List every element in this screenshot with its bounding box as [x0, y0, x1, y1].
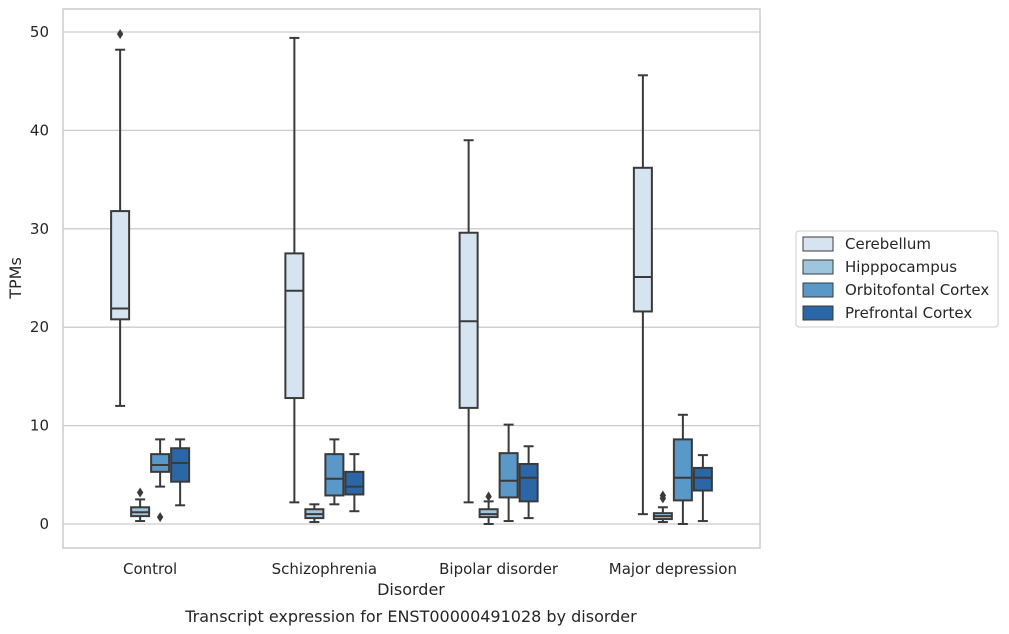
- box-iqr: [632, 166, 653, 313]
- box-orbitofontal-cortex: [150, 438, 171, 523]
- legend-entry-label: Cerebellum: [845, 235, 931, 253]
- box-cerebellum: [110, 28, 131, 407]
- y-tick-label: 30: [30, 220, 49, 238]
- outlier-point: [136, 487, 144, 498]
- box-orbitofontal-cortex: [324, 438, 345, 506]
- box-cerebellum: [458, 139, 479, 504]
- chart-title: Transcript expression for ENST0000049102…: [184, 607, 637, 626]
- gridlines: [63, 31, 760, 525]
- x-tick-label: Control: [123, 560, 177, 578]
- box-cerebellum: [284, 36, 305, 504]
- box-iqr: [344, 470, 365, 496]
- outlier-point: [485, 491, 492, 502]
- x-tick-label: Bipolar disorder: [439, 560, 559, 578]
- box-iqr: [672, 438, 693, 502]
- box-hipppocampus: [130, 487, 151, 523]
- x-tick-label: Major depression: [609, 560, 737, 578]
- box-hipppocampus: [478, 491, 499, 525]
- box-orbitofontal-cortex: [672, 413, 693, 525]
- y-axis-label: TPMs: [6, 257, 25, 300]
- box-cerebellum: [632, 74, 653, 516]
- legend-entry-label: Hipppocampus: [845, 258, 957, 276]
- y-tick-label: 50: [30, 23, 49, 41]
- legend-entry-label: Orbitofontal Cortex: [845, 281, 989, 299]
- legend-entry-label: Prefrontal Cortex: [845, 304, 972, 322]
- y-axis-ticks: 0 10 20 30 40 50: [30, 23, 49, 533]
- box-iqr: [518, 462, 539, 503]
- x-axis-ticks: Control Schizophrenia Bipolar disorder Majo…: [123, 560, 737, 578]
- x-tick-label: Schizophrenia: [272, 560, 377, 578]
- box-prefrontal-cortex: [170, 438, 191, 507]
- y-tick-label: 20: [30, 318, 49, 336]
- box-series: [110, 28, 713, 525]
- box-iqr: [150, 453, 171, 473]
- box-iqr: [110, 210, 131, 321]
- legend-swatch: [802, 236, 834, 252]
- y-tick-label: 0: [39, 515, 49, 533]
- box-iqr: [170, 447, 191, 483]
- y-tick-label: 10: [30, 417, 49, 435]
- box-iqr: [284, 252, 305, 400]
- outlier-point: [659, 490, 667, 501]
- legend: Cerebellum Hipppocampus Orbitofontal Corte…: [795, 230, 999, 328]
- x-axis-label: Disorder: [377, 580, 445, 599]
- legend-swatch: [802, 305, 834, 321]
- box-iqr: [692, 466, 713, 492]
- legend-frame: [795, 230, 999, 328]
- box-iqr: [498, 452, 519, 499]
- legend-swatch: [802, 282, 834, 298]
- box-prefrontal-cortex: [692, 454, 713, 523]
- box-prefrontal-cortex: [518, 445, 539, 520]
- plot-frame: [62, 8, 761, 549]
- box-hipppocampus: [304, 503, 325, 524]
- outlier-point: [156, 512, 164, 523]
- y-tick-label: 40: [30, 121, 49, 139]
- outlier-point: [116, 28, 124, 39]
- legend-swatch: [802, 259, 834, 275]
- box-prefrontal-cortex: [344, 453, 365, 513]
- box-hipppocampus: [652, 490, 673, 524]
- box-iqr: [324, 453, 345, 497]
- box-orbitofontal-cortex: [498, 423, 519, 523]
